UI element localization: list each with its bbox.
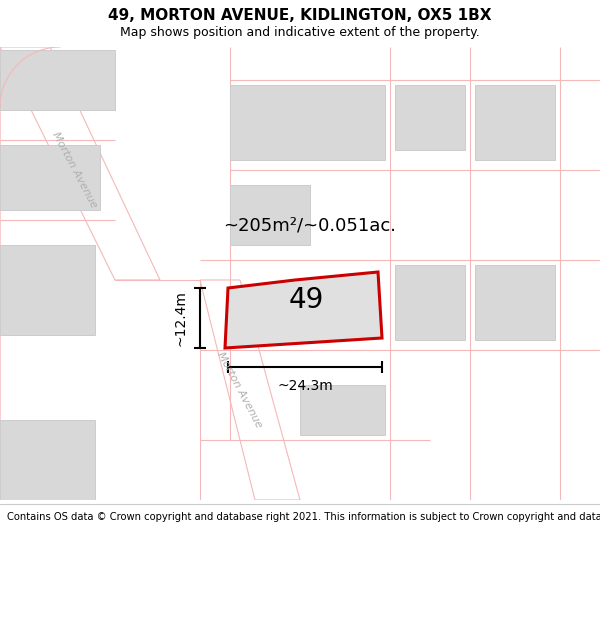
Polygon shape	[225, 272, 382, 348]
Bar	[0, 145, 100, 210]
Polygon shape	[200, 280, 300, 500]
Text: ~205m²/~0.051ac.: ~205m²/~0.051ac.	[223, 216, 397, 234]
Bar	[475, 265, 555, 340]
Bar	[0, 245, 95, 335]
Bar	[0, 50, 115, 110]
Text: Map shows position and indicative extent of the property.: Map shows position and indicative extent…	[120, 26, 480, 39]
Bar	[230, 185, 310, 245]
Text: ~12.4m: ~12.4m	[174, 290, 188, 346]
Bar	[395, 85, 465, 150]
Text: 49, MORTON AVENUE, KIDLINGTON, OX5 1BX: 49, MORTON AVENUE, KIDLINGTON, OX5 1BX	[108, 9, 492, 24]
Bar	[300, 385, 385, 435]
Text: Morton Avenue: Morton Avenue	[216, 350, 264, 430]
Bar	[395, 265, 465, 340]
Polygon shape	[0, 47, 160, 280]
Text: Contains OS data © Crown copyright and database right 2021. This information is : Contains OS data © Crown copyright and d…	[7, 512, 600, 522]
Bar	[230, 85, 385, 160]
Bar	[0, 420, 95, 500]
Text: 49: 49	[289, 286, 324, 314]
Text: Morton Avenue: Morton Avenue	[51, 130, 99, 210]
Text: ~24.3m: ~24.3m	[277, 379, 333, 393]
Bar	[475, 85, 555, 160]
